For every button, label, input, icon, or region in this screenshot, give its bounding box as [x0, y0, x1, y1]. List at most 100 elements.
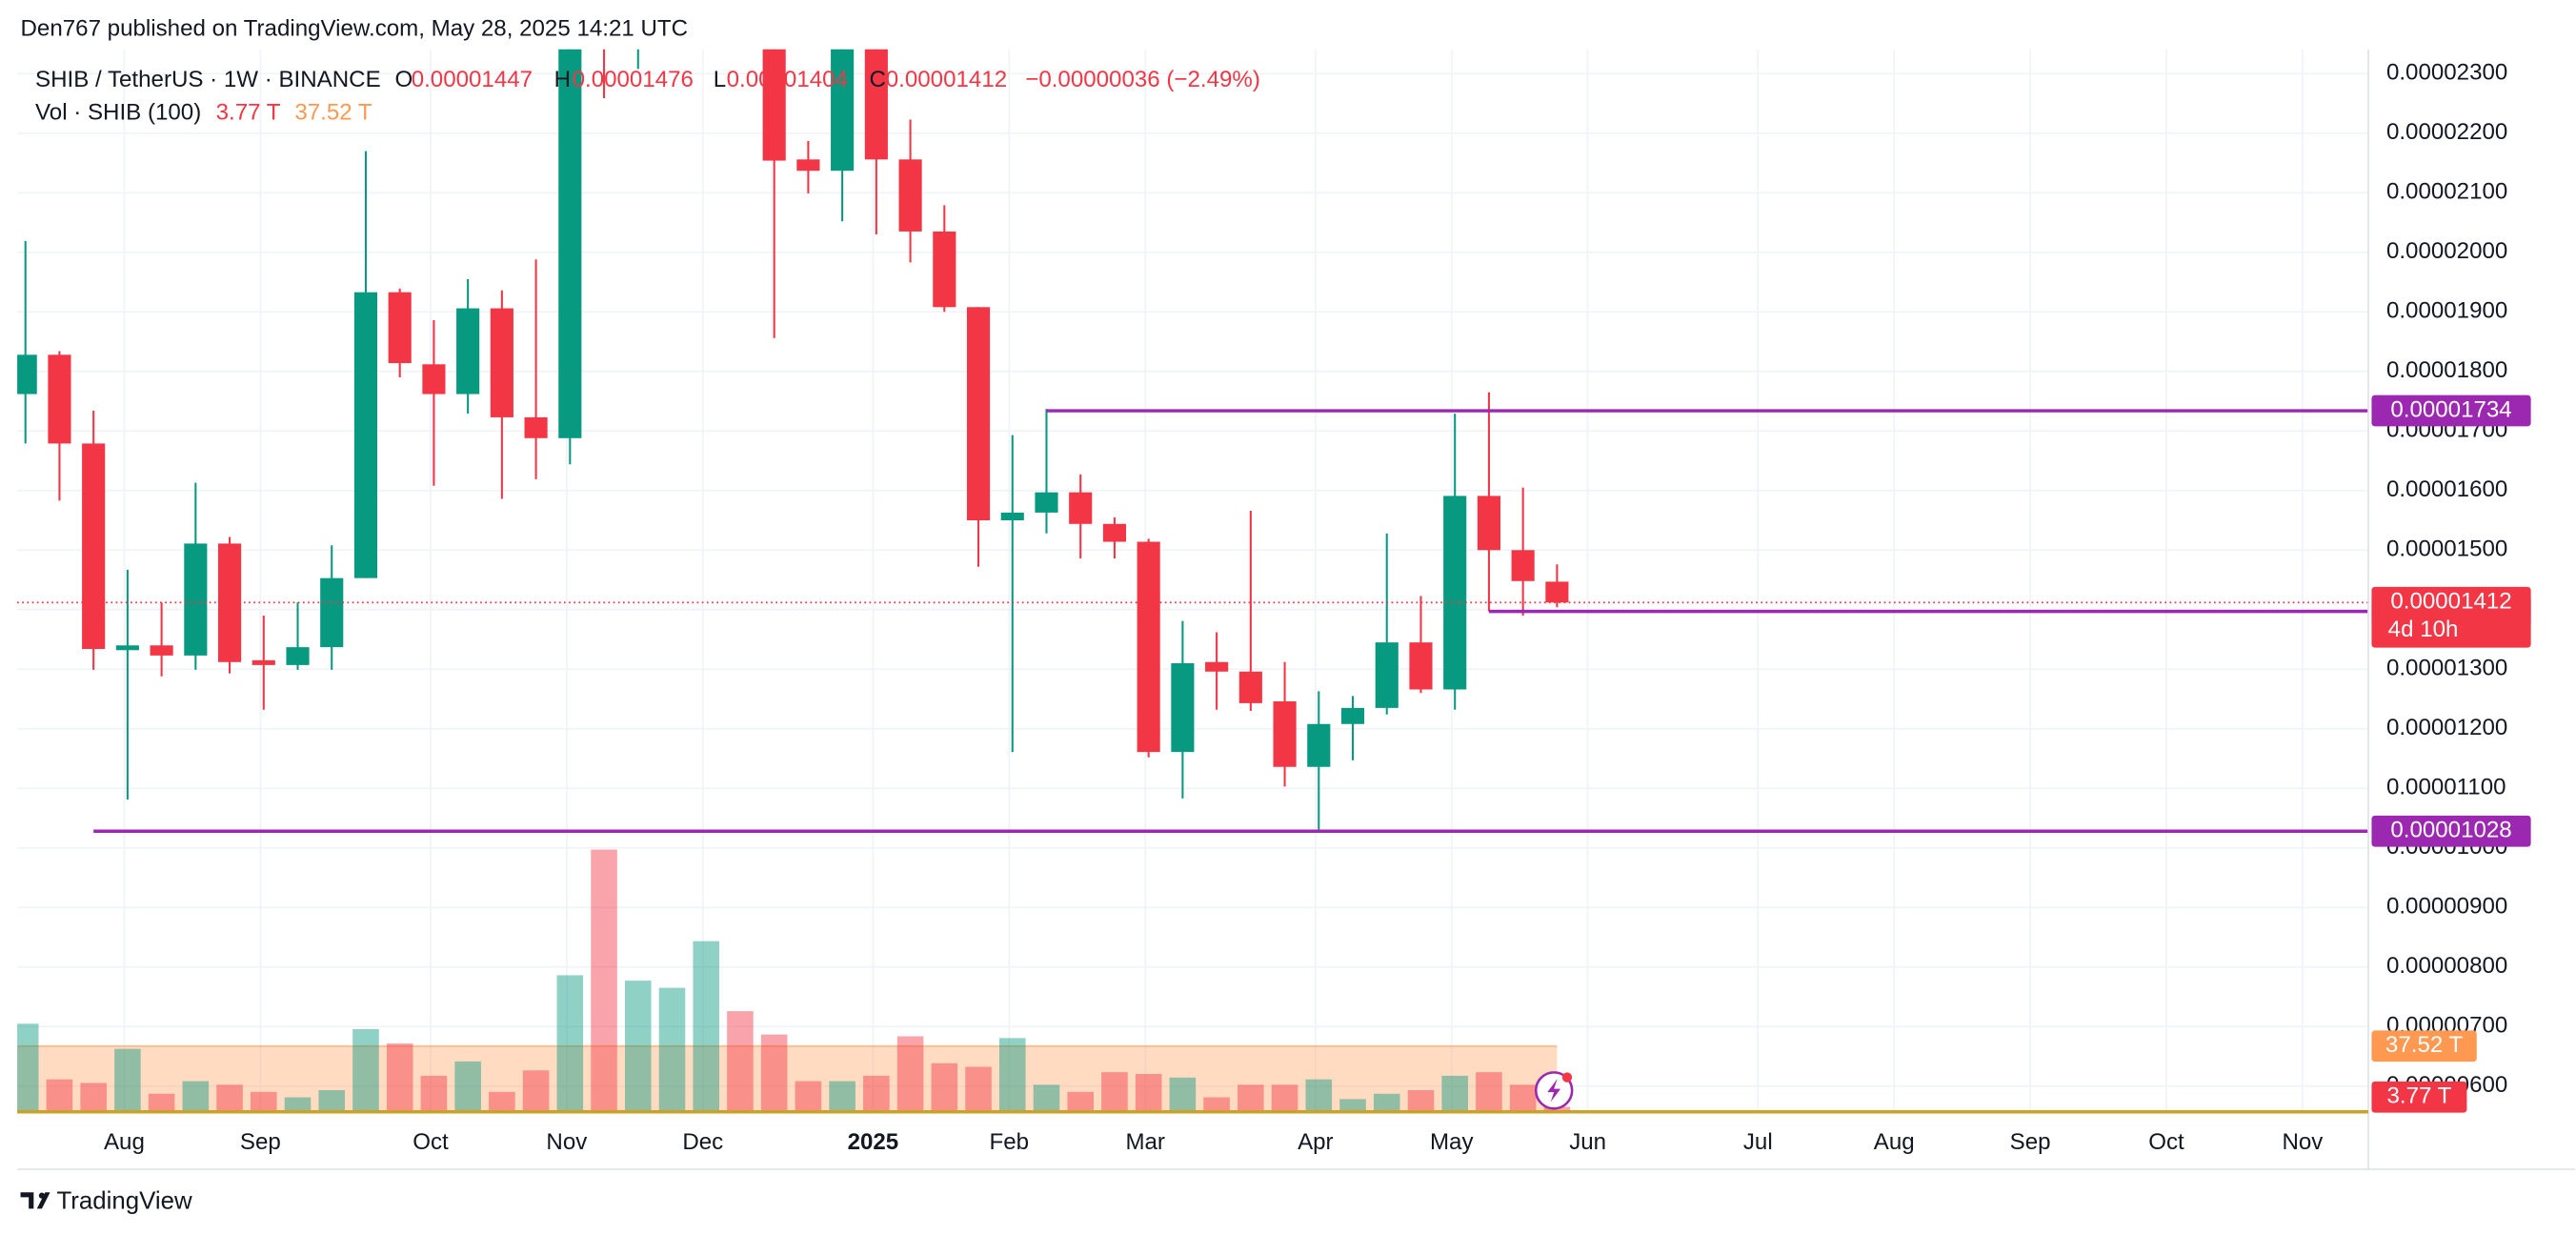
candle-body — [796, 159, 820, 172]
volume-bar — [318, 1089, 346, 1114]
volume-bar — [420, 1075, 448, 1114]
x-tick-label: Jun — [1569, 1129, 1606, 1155]
candle-body — [1409, 642, 1433, 690]
x-tick-label: 2025 — [848, 1129, 899, 1155]
volume-bar — [250, 1091, 277, 1114]
candle-body — [1205, 661, 1229, 672]
lightning-icon[interactable] — [1534, 1071, 1574, 1110]
volume-bar — [591, 849, 617, 1114]
candle-body — [831, 49, 855, 172]
y-tick-label: 0.00001800 — [2386, 357, 2507, 383]
x-tick-label: Apr — [1298, 1129, 1334, 1155]
x-tick-label: Oct — [2148, 1129, 2184, 1155]
x-tick-label: Nov — [546, 1129, 587, 1155]
countdown: 4d 10h — [2388, 617, 2459, 642]
x-tick-label: May — [1430, 1129, 1474, 1155]
candle-body — [48, 354, 71, 444]
volume-bar — [386, 1043, 413, 1114]
y-tick-label: 0.00002100 — [2386, 179, 2507, 205]
candle-body — [864, 49, 888, 160]
candle-body — [1545, 581, 1569, 603]
ohlc-label: C — [870, 67, 886, 92]
volume-bar — [1238, 1084, 1264, 1114]
volume-bar — [284, 1097, 312, 1114]
volume-bar — [931, 1063, 958, 1114]
candle-body — [456, 308, 480, 395]
candle-body — [1375, 642, 1399, 708]
ohlc-label: H — [554, 67, 571, 92]
volume-bar — [556, 975, 584, 1114]
level-label-box — [2371, 815, 2531, 847]
volume-bar — [693, 941, 720, 1114]
volume-ma-area — [17, 1045, 1558, 1114]
level-label: 0.00001028 — [2390, 818, 2511, 843]
volume-label-box — [2371, 1081, 2467, 1113]
chart-title: SHIB / TetherUS · 1W · BINANCE — [35, 67, 381, 92]
volume-bar — [1203, 1097, 1230, 1114]
published: Den767 published on TradingView.com, May… — [21, 15, 689, 41]
volume-bar — [1305, 1079, 1333, 1114]
volume-bar — [727, 1011, 754, 1114]
x-tick-label: Aug — [104, 1129, 145, 1155]
candle-body — [1171, 663, 1195, 753]
volume-bar — [896, 1036, 924, 1114]
candle-body — [898, 159, 922, 232]
y-tick-label: 0.00001200 — [2386, 715, 2507, 740]
y-tick-label: 0.00001100 — [2386, 775, 2506, 800]
volume-bar — [829, 1081, 855, 1114]
candle-body — [762, 49, 786, 161]
candle-body — [115, 645, 139, 651]
volume-ma-label-box — [2371, 1030, 2477, 1063]
level-label-box — [2371, 395, 2531, 427]
volume-bar — [454, 1061, 481, 1114]
volume-bar — [624, 981, 652, 1114]
y-tick-label: 0.00002300 — [2386, 60, 2507, 86]
volume-bar — [1169, 1077, 1197, 1114]
volume-bar — [658, 987, 686, 1114]
candle-body — [388, 292, 412, 364]
candle-body — [422, 364, 446, 395]
candle-body — [1000, 512, 1024, 521]
volume-bar — [1441, 1075, 1468, 1114]
y-tick-label: 0.00001600 — [2386, 476, 2507, 502]
volume-bar — [998, 1038, 1026, 1114]
candle-body — [320, 577, 344, 648]
volume-bar — [1033, 1084, 1060, 1114]
candle-body — [1102, 523, 1127, 542]
ohlc-label: L — [714, 67, 726, 92]
x-tick-label: Sep — [2010, 1129, 2051, 1155]
y-tick-label: 0.00002000 — [2386, 238, 2507, 264]
volume-title: Vol · SHIB (100) — [35, 99, 201, 125]
candle-body — [17, 354, 37, 395]
y-tick-label: 0.00001900 — [2386, 298, 2507, 324]
volume-bar — [1543, 1106, 1571, 1114]
candle-body — [150, 645, 173, 656]
price-label: 0.00001412 — [2390, 589, 2511, 615]
candle-body — [558, 49, 582, 438]
candle-body — [252, 659, 275, 665]
volume-bar — [1271, 1084, 1298, 1114]
volume-bar — [1476, 1072, 1502, 1114]
candle-body — [1238, 671, 1262, 703]
candle-body — [1307, 723, 1331, 767]
volume-value: 3.77 T — [216, 99, 281, 125]
volume-bar — [1509, 1084, 1537, 1114]
candle-body — [966, 307, 991, 521]
volume-bar — [17, 1023, 39, 1114]
volume-bar — [80, 1083, 107, 1114]
x-tick-label: Oct — [413, 1129, 449, 1155]
volume-bar — [1067, 1091, 1095, 1114]
candle-body — [184, 543, 208, 656]
candle-body — [1511, 550, 1535, 581]
ohlc-label: O — [394, 67, 413, 92]
volume-label: 3.77 T — [2386, 1083, 2451, 1109]
y-tick-label: 0.00000800 — [2386, 953, 2507, 979]
candle-body — [1273, 701, 1297, 767]
change: −0.00000036 (−2.49%) — [1025, 67, 1260, 92]
volume-bar — [760, 1034, 788, 1114]
ohlc-value: 0.00001412 — [886, 67, 1007, 92]
candle-body — [933, 231, 956, 308]
candle-body — [1340, 707, 1365, 724]
volume-bar — [1373, 1093, 1400, 1114]
x-tick-label: Dec — [682, 1129, 723, 1155]
